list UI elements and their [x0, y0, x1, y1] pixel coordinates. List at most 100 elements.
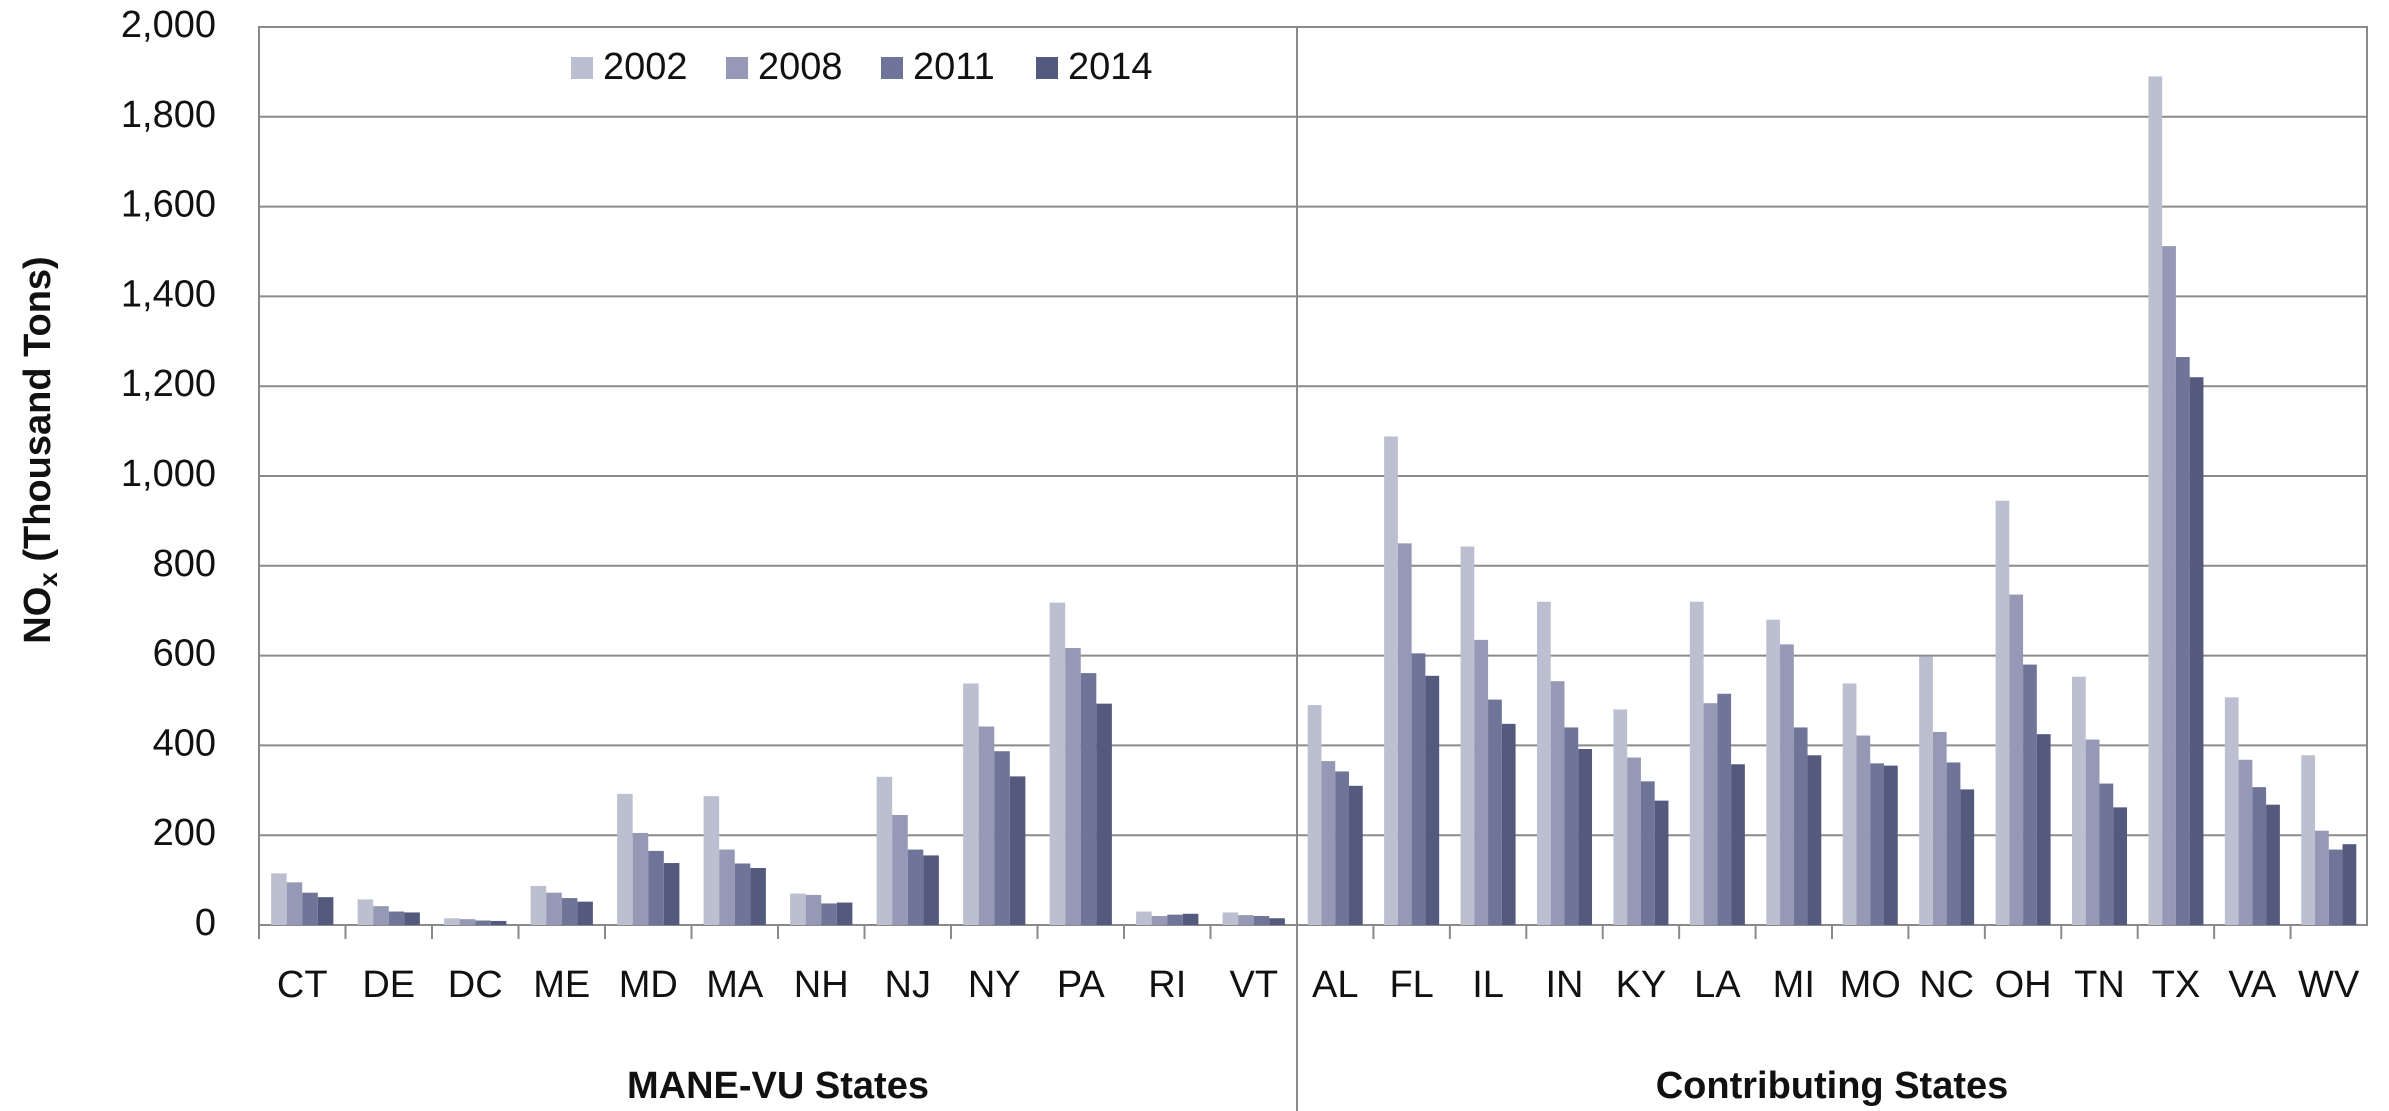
- bar: [1766, 619, 1781, 925]
- bar: [1348, 785, 1363, 925]
- bar: [475, 920, 491, 925]
- bar: [1883, 765, 1898, 925]
- bar: [1717, 693, 1732, 925]
- y-tick-label: 2,000: [121, 4, 216, 46]
- y-tick-label: 1,000: [121, 453, 216, 495]
- legend-label: 2014: [1068, 46, 1153, 88]
- x-tick-label: NH: [794, 964, 849, 1006]
- x-tick-label: AL: [1312, 964, 1358, 1006]
- bar: [2238, 759, 2253, 925]
- bar: [876, 776, 893, 925]
- legend-swatch: [571, 57, 593, 79]
- x-tick-label: MO: [1840, 964, 1901, 1006]
- bar: [836, 902, 853, 925]
- bar: [1689, 601, 1704, 925]
- bar: [994, 751, 1010, 925]
- bar: [1425, 675, 1440, 925]
- bar: [632, 832, 649, 925]
- legend-label: 2008: [758, 46, 843, 88]
- bar: [2224, 697, 2239, 925]
- bar: [1321, 761, 1336, 925]
- x-tick-label: ME: [533, 964, 590, 1006]
- legend-swatch: [1036, 57, 1058, 79]
- bar: [1870, 763, 1884, 925]
- x-tick-label: IN: [1546, 964, 1584, 1006]
- x-tick-label: MA: [706, 964, 764, 1006]
- bar: [1654, 800, 1669, 925]
- bar: [1080, 673, 1097, 925]
- x-tick-label: FL: [1389, 964, 1433, 1006]
- bar: [2328, 849, 2343, 925]
- bar: [2148, 76, 2163, 925]
- bar: [1136, 911, 1152, 925]
- bar: [357, 899, 374, 925]
- bar: [1474, 639, 1489, 925]
- x-tick-label: DC: [448, 964, 503, 1006]
- bar: [617, 793, 633, 925]
- bar: [2085, 739, 2100, 925]
- bar: [1842, 683, 1857, 925]
- x-tick-label: NY: [968, 964, 1021, 1006]
- x-tick-label: DE: [362, 964, 415, 1006]
- y-tick-label: 1,200: [121, 363, 216, 405]
- bar: [1856, 735, 1871, 925]
- bar: [1065, 647, 1081, 925]
- bar: [459, 919, 476, 925]
- bar: [2342, 844, 2357, 925]
- x-tick-label: LA: [1694, 964, 1741, 1006]
- bar: [388, 911, 405, 925]
- bar: [719, 849, 735, 925]
- bar: [1460, 546, 1475, 925]
- bar: [317, 897, 334, 925]
- bar: [1550, 681, 1565, 925]
- bar: [1253, 916, 1270, 925]
- x-tick-label: CT: [277, 964, 328, 1006]
- bar: [1640, 781, 1655, 925]
- bar: [1960, 789, 1975, 925]
- x-tick-label: VA: [2228, 964, 2277, 1006]
- bar: [1397, 543, 1412, 925]
- bar: [2099, 783, 2114, 925]
- x-tick-label: TN: [2074, 964, 2125, 1006]
- bar: [577, 901, 593, 925]
- group-label: MANE-VU States: [627, 1065, 929, 1107]
- bar: [1151, 916, 1168, 925]
- y-tick-label: 600: [153, 633, 216, 675]
- bar: [1780, 644, 1794, 925]
- bar: [286, 882, 303, 925]
- bar: [271, 873, 287, 925]
- x-tick-label: NC: [1919, 964, 1974, 1006]
- bar: [1501, 723, 1516, 925]
- legend-label: 2002: [603, 46, 688, 88]
- bar: [2023, 664, 2037, 925]
- bar: [1269, 918, 1285, 925]
- bar: [561, 898, 578, 925]
- bar: [1946, 762, 1961, 925]
- x-tick-label: RI: [1148, 964, 1186, 1006]
- bar: [963, 683, 979, 925]
- x-tick-label: WV: [2298, 964, 2360, 1006]
- bar: [648, 850, 664, 925]
- x-tick-label: MI: [1773, 964, 1815, 1006]
- bar: [907, 849, 924, 925]
- y-tick-label: 200: [153, 812, 216, 854]
- bar: [1307, 704, 1322, 925]
- x-tick-label: TX: [2152, 964, 2201, 1006]
- bar: [1731, 764, 1745, 925]
- bar: [892, 814, 908, 925]
- bar: [302, 892, 318, 925]
- bar: [2189, 377, 2204, 926]
- bar: [1536, 601, 1551, 925]
- bar: [923, 855, 939, 925]
- bar: [821, 903, 837, 925]
- bar: [1488, 699, 1502, 925]
- bar: [2252, 787, 2267, 925]
- bar: [2036, 734, 2051, 925]
- bar: [1995, 500, 2010, 925]
- bar: [1384, 436, 1398, 925]
- bar: [1167, 914, 1183, 925]
- bar: [1919, 656, 1933, 925]
- bar: [1049, 602, 1066, 925]
- bar: [734, 863, 751, 925]
